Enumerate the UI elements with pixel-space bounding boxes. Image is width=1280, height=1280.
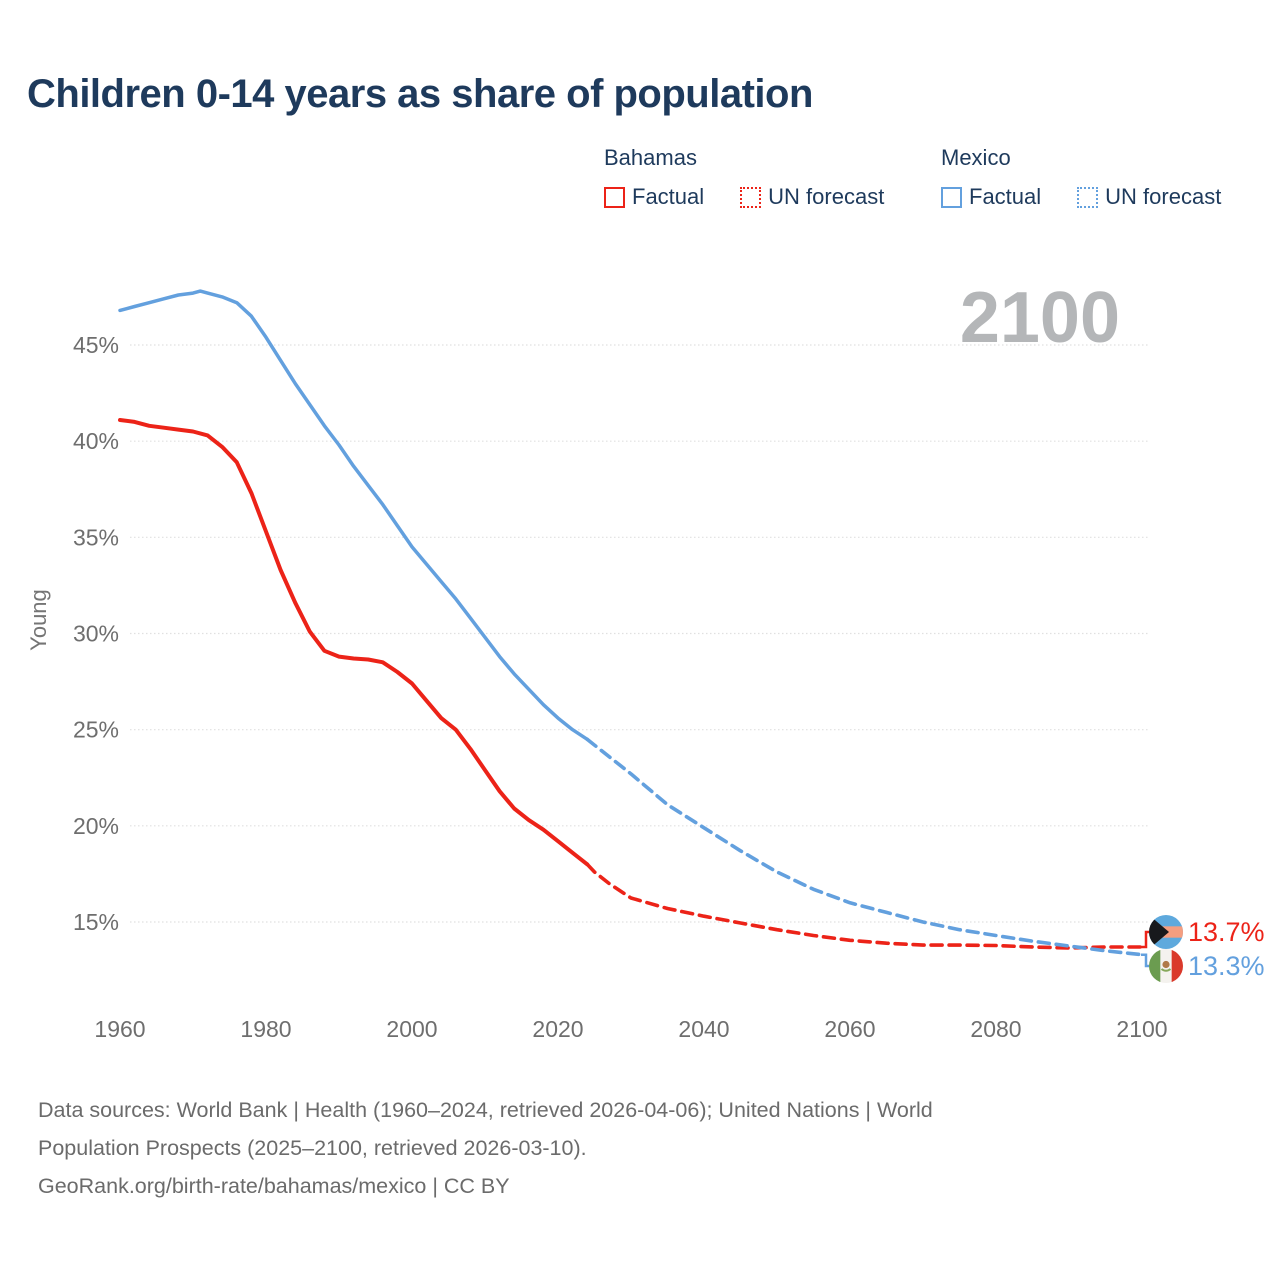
page-title: Children 0-14 years as share of populati… <box>27 72 813 116</box>
x-tick-label-2080: 2080 <box>970 1016 1021 1040</box>
x-tick-label-2020: 2020 <box>532 1016 583 1040</box>
x-tick-label-1960: 1960 <box>94 1016 145 1040</box>
y-axis-title: Young <box>26 589 51 651</box>
series-line-mexico-un-forecast <box>585 737 1144 957</box>
data-sources-line: Data sources: World Bank | Health (1960–… <box>38 1098 933 1122</box>
legend: Bahamas Factual UN forecast Mexico Factu… <box>0 145 1280 220</box>
mexico-endpoint-connector <box>1141 953 1151 968</box>
legend-row-mexico: Factual UN forecast <box>941 184 1221 210</box>
legend-group-bahamas: Bahamas Factual UN forecast <box>604 145 884 210</box>
series-line-bahamas-factual <box>118 418 590 867</box>
chart-svg: 45% 40% 35% 30% 25% 20% 15% 2100 Young 1960 1980 20… <box>26 278 1265 1040</box>
legend-item-label: Factual <box>969 184 1042 209</box>
legend-item-mexico-forecast[interactable]: UN forecast <box>1077 184 1221 210</box>
bahamas-flag-icon <box>1149 915 1183 949</box>
legend-item-label: UN forecast <box>1105 184 1222 209</box>
mexico-end-value-label: 13.3% <box>1188 951 1265 981</box>
mexico-flag-icon <box>1149 949 1183 983</box>
legend-row-bahamas: Factual UN forecast <box>604 184 884 210</box>
x-tick-label-1980: 1980 <box>240 1016 291 1040</box>
legend-group-title-mexico: Mexico <box>941 145 1011 170</box>
legend-item-bahamas-forecast[interactable]: UN forecast <box>740 184 884 210</box>
dotted-line-swatch-icon <box>740 186 762 208</box>
y-tick-label-45: 45% <box>73 332 119 358</box>
y-tick-label-25: 25% <box>73 717 119 743</box>
y-tick-label-15: 15% <box>73 909 119 935</box>
series-line-bahamas-un-forecast <box>585 862 1144 950</box>
forecast-year-watermark: 2100 <box>960 278 1120 358</box>
x-tick-label-2060: 2060 <box>824 1016 875 1040</box>
y-tick-label-20: 20% <box>73 813 119 839</box>
legend-group-mexico: Mexico Factual UN forecast <box>941 145 1221 210</box>
legend-item-mexico-factual[interactable]: Factual <box>941 184 1041 210</box>
bahamas-end-value-label: 13.7% <box>1188 917 1265 947</box>
dotted-line-swatch-icon <box>1077 186 1099 208</box>
y-tick-label-30: 30% <box>73 621 119 647</box>
footer: Data sources: World Bank | Health (1960–… <box>38 1091 1198 1205</box>
legend-item-label: Factual <box>632 184 705 209</box>
legend-item-label: UN forecast <box>768 184 885 209</box>
bahamas-endpoint-connector <box>1141 930 1151 949</box>
x-tick-label-2100: 2100 <box>1116 1016 1167 1040</box>
legend-group-title-bahamas: Bahamas <box>604 145 697 170</box>
source-url[interactable]: GeoRank.org/birth-rate/bahamas/mexico | … <box>38 1174 510 1198</box>
x-tick-label-2000: 2000 <box>386 1016 437 1040</box>
x-tick-label-2040: 2040 <box>678 1016 729 1040</box>
legend-item-bahamas-factual[interactable]: Factual <box>604 184 704 210</box>
y-tick-label-35: 35% <box>73 524 119 550</box>
data-sources-line: Population Prospects (2025–2100, retriev… <box>38 1136 587 1160</box>
y-tick-label-40: 40% <box>73 428 119 454</box>
series-line-mexico-factual <box>118 289 589 742</box>
solid-line-swatch-icon <box>604 186 625 208</box>
solid-line-swatch-icon <box>941 186 962 208</box>
